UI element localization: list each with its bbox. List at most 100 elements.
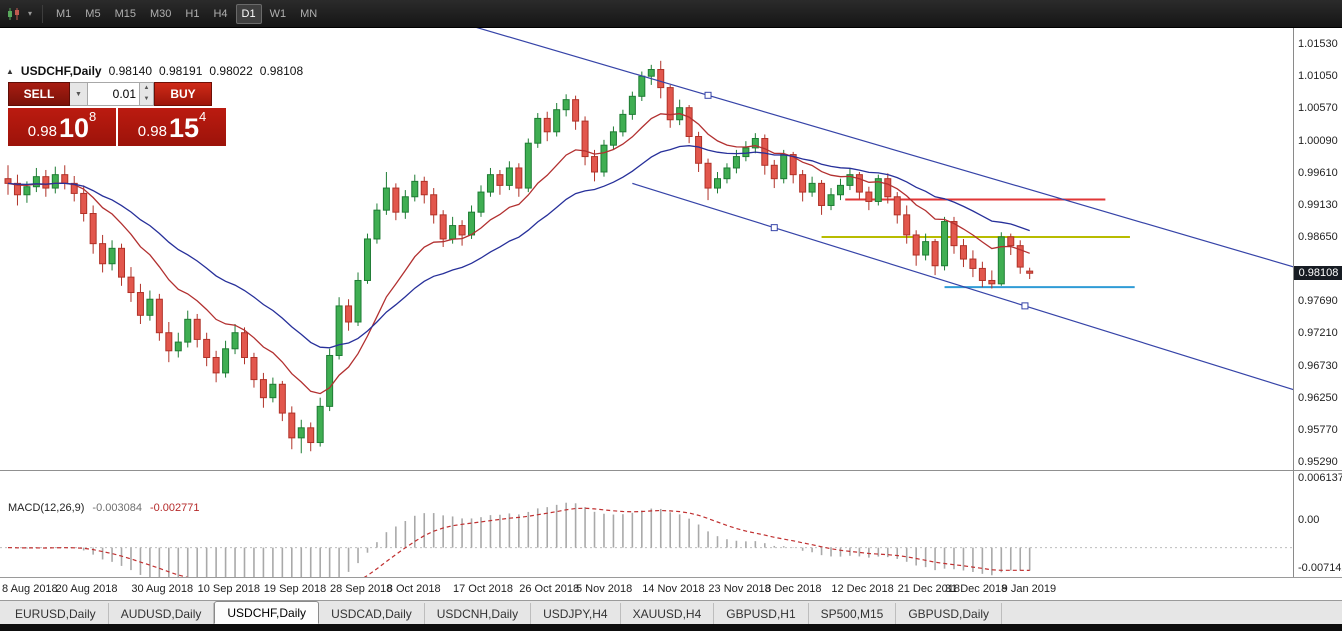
buy-price-sup: 4 bbox=[199, 109, 207, 124]
volume-dropdown-icon[interactable]: ▼ bbox=[70, 82, 88, 106]
chart-tab-eurusd-daily[interactable]: EURUSD,Daily bbox=[3, 603, 109, 624]
buy-price-display[interactable]: 0.98 15 4 bbox=[118, 108, 226, 146]
buy-price-big: 15 bbox=[168, 113, 199, 143]
timeframe-button-M30[interactable]: M30 bbox=[144, 4, 177, 24]
timeframe-button-H4[interactable]: H4 bbox=[207, 4, 233, 24]
ohlc-high: 0.98191 bbox=[159, 64, 203, 78]
chart-tab-usdjpy-h4[interactable]: USDJPY,H4 bbox=[531, 603, 621, 624]
buy-button[interactable]: BUY bbox=[154, 82, 212, 106]
chart-tab-sp500-m15[interactable]: SP500,M15 bbox=[809, 603, 897, 624]
price-axis-label: 0.96730 bbox=[1298, 359, 1338, 372]
toolbar-separator bbox=[42, 4, 43, 23]
candlestick-chart-canvas[interactable] bbox=[0, 28, 1293, 470]
window-bottom-edge bbox=[0, 624, 1342, 631]
volume-up-icon[interactable]: ▲ bbox=[140, 83, 153, 94]
chart-ohlc-header: ▲ USDCHF,Daily 0.98140 0.98191 0.98022 0… bbox=[6, 64, 303, 78]
one-click-toggle-icon[interactable]: ▲ bbox=[6, 66, 14, 76]
time-axis-label: 21 Dec 2018 bbox=[897, 583, 960, 595]
volume-stepper: ▲ ▼ bbox=[140, 82, 154, 106]
price-axis-label: 1.00090 bbox=[1298, 134, 1338, 147]
price-axis-label: 0.97690 bbox=[1298, 295, 1338, 308]
one-click-trading-panel: SELL ▼ ▲ ▼ BUY 0.98 10 8 0.98 15 4 bbox=[8, 82, 226, 146]
time-axis[interactable]: 8 Aug 2018 20 Aug 2018 30 Aug 2018 10 Sep 2… bbox=[0, 577, 1342, 600]
descending-channel-upper[interactable] bbox=[472, 28, 1293, 284]
timeframe-button-M15[interactable]: M15 bbox=[109, 4, 142, 24]
macd-axis-label: 0.006137 bbox=[1298, 472, 1342, 484]
macd-axis-label: -0.007142 bbox=[1298, 561, 1342, 574]
time-axis-label: 19 Sep 2018 bbox=[263, 583, 327, 595]
sell-price-big: 10 bbox=[58, 113, 89, 143]
charts-icon[interactable] bbox=[4, 4, 24, 24]
time-axis-label: 23 Nov 2018 bbox=[708, 583, 771, 595]
price-axis-label: 1.01530 bbox=[1298, 38, 1338, 51]
price-axis-label: 0.99610 bbox=[1298, 166, 1338, 179]
toolbar: ▾ M1 M5 M15 M30 H1 H4 D1 W1 MN bbox=[0, 0, 1342, 28]
sell-price-sup: 8 bbox=[89, 109, 97, 124]
timeframe-button-M1[interactable]: M1 bbox=[50, 4, 77, 24]
time-axis-label: 12 Dec 2018 bbox=[831, 583, 894, 595]
time-axis-label: 5 Nov 2018 bbox=[575, 583, 633, 595]
chart-symbol-label: USDCHF,Daily bbox=[20, 64, 102, 78]
price-axis-label: 0.96250 bbox=[1298, 391, 1338, 404]
chart-tab-usdcad-daily[interactable]: USDCAD,Daily bbox=[319, 603, 425, 624]
descending-channel-lower[interactable] bbox=[632, 182, 1293, 407]
price-chart[interactable]: ▲ USDCHF,Daily 0.98140 0.98191 0.98022 0… bbox=[0, 28, 1342, 598]
chart-tab-gbpusd-daily[interactable]: GBPUSD,Daily bbox=[896, 603, 1003, 624]
time-axis-label: 14 Nov 2018 bbox=[642, 583, 705, 595]
panel-splitter[interactable] bbox=[0, 470, 1342, 471]
price-axis-label: 0.98650 bbox=[1298, 230, 1338, 243]
trendline-handle[interactable] bbox=[770, 224, 778, 232]
ohlc-open: 0.98140 bbox=[108, 64, 152, 78]
timeframe-button-W1[interactable]: W1 bbox=[264, 4, 293, 24]
price-axis-label: 0.97210 bbox=[1298, 327, 1338, 340]
timeframe-button-D1[interactable]: D1 bbox=[235, 3, 262, 24]
timeframe-button-M5[interactable]: M5 bbox=[79, 4, 106, 24]
time-axis-label: 20 Aug 2018 bbox=[55, 583, 118, 595]
sell-button[interactable]: SELL bbox=[8, 82, 70, 106]
macd-main-value: -0.003084 bbox=[92, 502, 142, 514]
chart-tab-xauusd-h4[interactable]: XAUUSD,H4 bbox=[621, 603, 715, 624]
chart-tab-audusd-daily[interactable]: AUDUSD,Daily bbox=[109, 603, 215, 624]
timeframe-button-group: M1 M5 M15 M30 H1 H4 D1 W1 MN bbox=[49, 3, 324, 24]
time-axis-label: 9 Jan 2019 bbox=[1001, 583, 1057, 595]
candles-layer bbox=[4, 60, 1034, 454]
price-axis[interactable]: 0.98108 1.01530 1.01050 1.00570 1.00090 0.99… bbox=[1293, 28, 1342, 577]
ma-fast-line[interactable] bbox=[7, 112, 1030, 395]
chart-tab-usdchf-daily[interactable]: USDCHF,Daily bbox=[214, 601, 320, 624]
timeframe-button-H1[interactable]: H1 bbox=[179, 4, 205, 24]
time-axis-label: 8 Aug 2018 bbox=[2, 583, 58, 595]
time-axis-label: 30 Aug 2018 bbox=[131, 583, 194, 595]
trendline-handle[interactable] bbox=[1021, 302, 1029, 310]
chart-tab-gbpusd-h1[interactable]: GBPUSD,H1 bbox=[714, 603, 809, 624]
time-axis-label: 8 Oct 2018 bbox=[386, 583, 441, 595]
timeframe-button-MN[interactable]: MN bbox=[294, 4, 323, 24]
chart-tabs-bar: EURUSD,Daily AUDUSD,Daily USDCHF,Daily USDC… bbox=[0, 600, 1342, 624]
sell-price-display[interactable]: 0.98 10 8 bbox=[8, 108, 116, 146]
price-axis-label: 0.95290 bbox=[1298, 455, 1338, 468]
price-axis-label: 1.01050 bbox=[1298, 70, 1338, 83]
time-axis-label: 10 Sep 2018 bbox=[197, 583, 260, 595]
time-axis-label: 28 Sep 2018 bbox=[330, 583, 393, 595]
macd-signal-value: -0.002771 bbox=[149, 502, 200, 514]
trendline-handle[interactable] bbox=[704, 91, 712, 99]
time-axis-label: 26 Oct 2018 bbox=[519, 583, 580, 595]
current-price-badge: 0.98108 bbox=[1294, 266, 1342, 281]
macd-axis-label: 0.00 bbox=[1298, 513, 1320, 526]
volume-down-icon[interactable]: ▼ bbox=[140, 94, 153, 105]
macd-signal-line bbox=[7, 507, 1030, 594]
time-axis-label: 3 Dec 2018 bbox=[765, 583, 822, 595]
sell-price-prefix: 0.98 bbox=[27, 123, 57, 140]
time-axis-label: 31 Dec 2018 bbox=[944, 583, 1008, 595]
ma-slow-line[interactable] bbox=[7, 145, 1030, 349]
chart-tab-usdcnh-daily[interactable]: USDCNH,Daily bbox=[425, 603, 532, 624]
price-axis-label: 1.00570 bbox=[1298, 102, 1338, 115]
price-axis-label: 0.99130 bbox=[1298, 198, 1338, 211]
buy-price-prefix: 0.98 bbox=[137, 123, 167, 140]
macd-title: MACD(12,26,9) bbox=[8, 502, 85, 514]
time-axis-label: 17 Oct 2018 bbox=[453, 583, 513, 595]
caret-down-icon[interactable]: ▾ bbox=[27, 9, 32, 18]
price-axis-label: 0.95770 bbox=[1298, 423, 1338, 436]
macd-indicator-label: MACD(12,26,9) -0.003084 -0.002771 bbox=[8, 502, 200, 514]
volume-input[interactable] bbox=[88, 82, 140, 106]
